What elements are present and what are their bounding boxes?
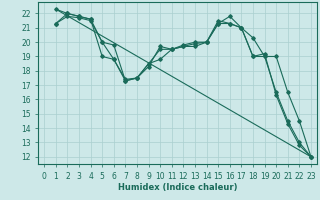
X-axis label: Humidex (Indice chaleur): Humidex (Indice chaleur) [118, 183, 237, 192]
